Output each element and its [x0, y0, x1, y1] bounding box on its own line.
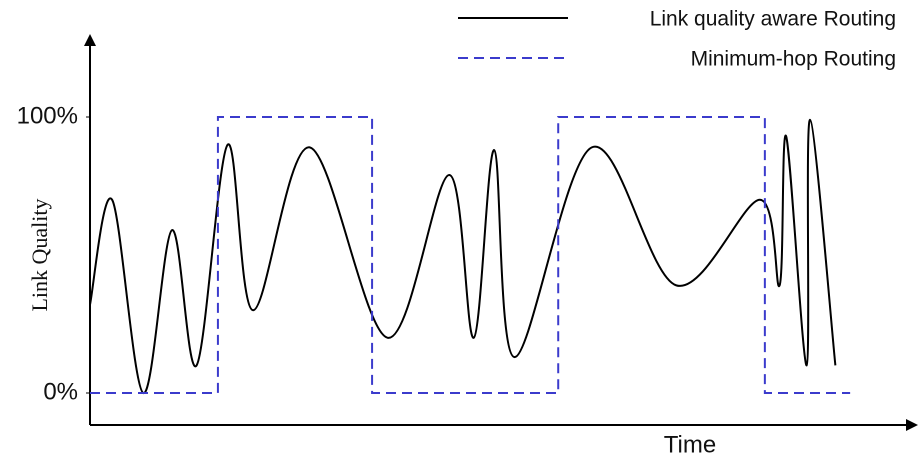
y-tick-label: 100% [17, 102, 78, 129]
legend-label: Link quality aware Routing [650, 8, 896, 31]
x-axis-label: Time [664, 431, 716, 458]
data-line [89, 118, 837, 395]
data-line [90, 116, 851, 394]
y-tick-label: 0% [43, 378, 78, 405]
y-axis-label: Link Quality [27, 198, 52, 311]
legend-label: Minimum-hop Routing [691, 48, 896, 71]
